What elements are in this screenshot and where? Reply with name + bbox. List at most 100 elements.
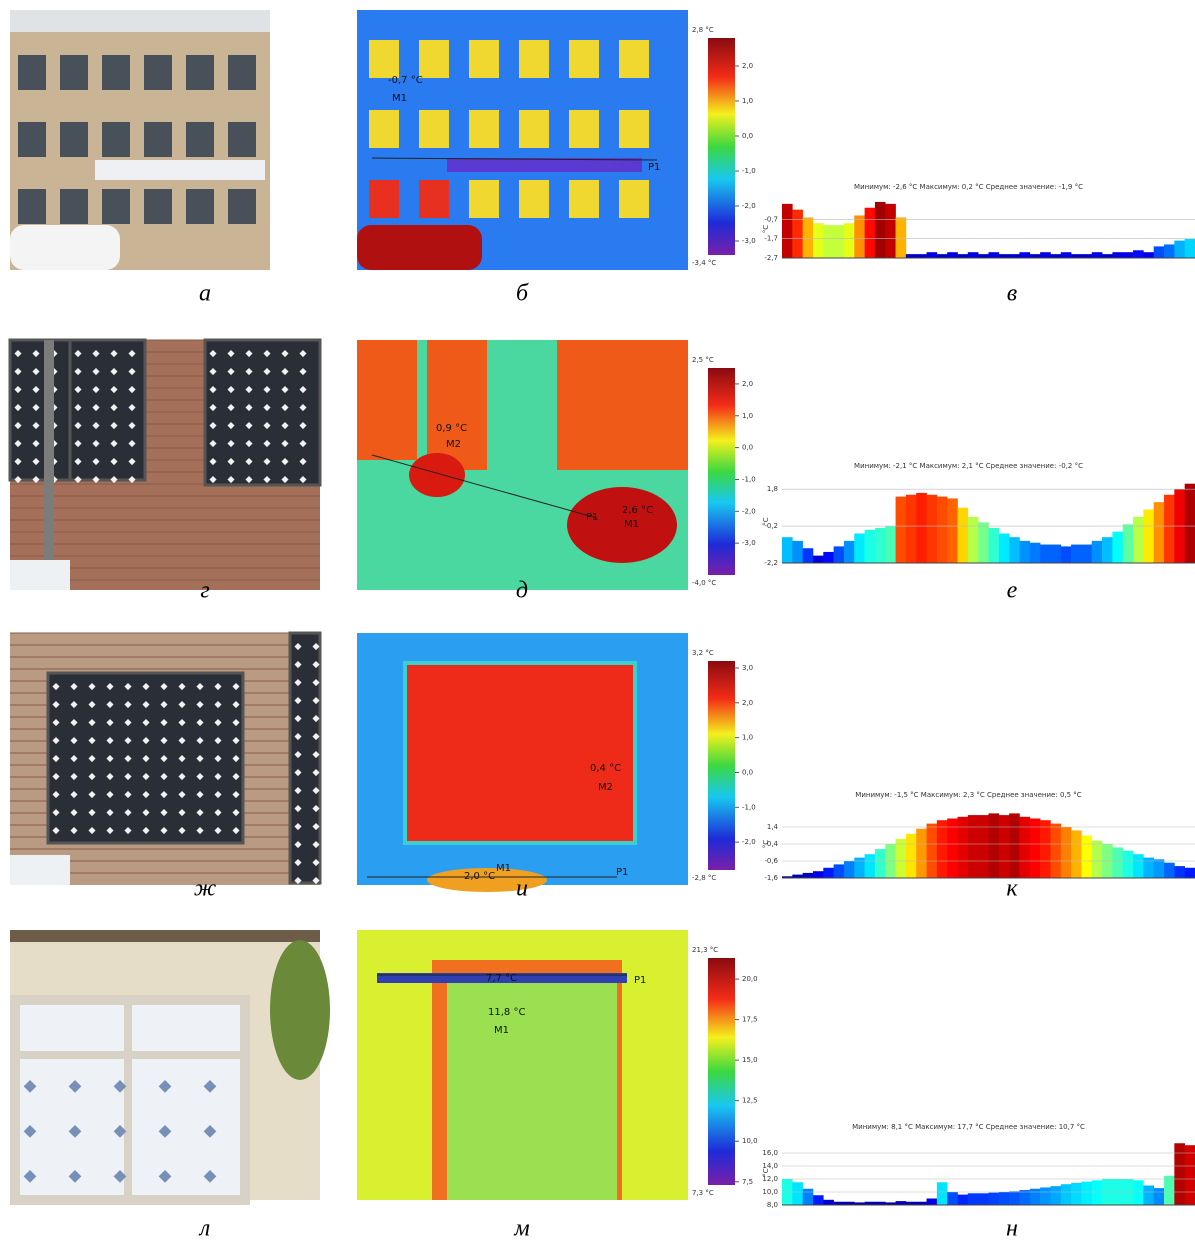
window xyxy=(18,189,46,224)
profile-bar xyxy=(854,857,865,878)
caption: д xyxy=(516,578,528,604)
annotation: M2 xyxy=(598,782,613,793)
window xyxy=(18,55,46,90)
grille-dot xyxy=(232,683,240,691)
grille-dot xyxy=(128,386,136,394)
colorbar xyxy=(708,38,735,255)
profile-bar xyxy=(957,507,969,563)
profile-bar xyxy=(916,254,927,258)
grille-dot xyxy=(160,772,168,781)
profile-bar xyxy=(833,864,845,878)
profile-bar xyxy=(864,207,876,258)
annotation: 2,0 °C xyxy=(464,871,495,882)
profile-bar xyxy=(1143,509,1154,563)
colorbar-label: 2,0 xyxy=(742,380,753,388)
profile-bar xyxy=(947,498,958,563)
annotation: P1 xyxy=(616,867,628,878)
grille-dot xyxy=(214,772,222,781)
profile-bar xyxy=(782,876,793,878)
plant xyxy=(270,940,330,1080)
colorbar-label: 0,0 xyxy=(742,444,753,452)
warm-window xyxy=(427,340,487,470)
grille-dot xyxy=(245,440,253,448)
caption: г xyxy=(200,578,209,604)
window xyxy=(228,122,256,157)
profile-bar xyxy=(1060,827,1072,878)
grille-dot xyxy=(299,368,307,376)
profile-bar xyxy=(957,816,969,878)
grille-dot xyxy=(263,422,271,430)
grille-dot xyxy=(178,719,186,727)
grille-dot xyxy=(312,823,320,831)
grille-dot xyxy=(263,368,271,376)
grille-dot xyxy=(209,386,217,394)
grille-dot xyxy=(178,701,186,709)
grille-dot xyxy=(294,787,302,795)
grille-dot xyxy=(294,859,302,867)
profile-bar xyxy=(1122,850,1134,878)
profile-bar xyxy=(916,1201,927,1205)
window xyxy=(68,338,147,482)
annotation: -0,7 °C xyxy=(388,75,423,86)
annotation: M1 xyxy=(494,1025,509,1036)
window xyxy=(228,55,256,90)
grille-dot xyxy=(196,719,204,727)
profile-bar xyxy=(1019,816,1031,878)
profile-bar xyxy=(802,872,814,878)
profile-bar xyxy=(885,203,896,258)
grille-dot xyxy=(312,715,320,723)
profile-bar xyxy=(874,201,886,258)
warm-window xyxy=(519,40,549,78)
profile-bar xyxy=(926,252,938,258)
grille-dot xyxy=(142,737,150,745)
profile-bar xyxy=(967,252,979,258)
window xyxy=(144,122,172,157)
grille-dot xyxy=(214,755,222,763)
y-axis-label: °C xyxy=(762,225,770,234)
grille-dot xyxy=(160,826,168,835)
grille-dot xyxy=(160,808,168,817)
warm-sill xyxy=(427,868,547,892)
y-tick-label: -1,6 xyxy=(764,874,778,882)
grille-dot xyxy=(227,458,235,466)
grille-dot xyxy=(178,826,186,835)
profile-bar xyxy=(843,861,855,878)
snow xyxy=(10,855,70,885)
profile-bar xyxy=(885,1202,896,1205)
grille-dot xyxy=(178,737,186,745)
profile-bar xyxy=(1060,252,1072,258)
y-tick-label: 1,8 xyxy=(767,485,778,493)
profile-bar xyxy=(833,1201,845,1205)
profile-bar xyxy=(1029,254,1041,258)
grille-dot xyxy=(281,458,289,466)
grille-dot xyxy=(128,458,136,466)
grille-dot xyxy=(232,737,240,745)
profile-bar xyxy=(1050,1186,1062,1205)
profile-line xyxy=(371,454,598,519)
profile-bar xyxy=(1112,847,1124,878)
grille-dot xyxy=(178,808,186,817)
caption: е xyxy=(1007,578,1018,604)
profile-bar xyxy=(1133,1180,1144,1205)
grille-dot xyxy=(245,404,253,412)
window xyxy=(60,189,88,224)
profile-bar xyxy=(792,874,803,878)
grille-dot xyxy=(294,840,302,849)
warm-window xyxy=(419,180,449,218)
colorbar-label: 1,0 xyxy=(742,412,753,420)
profile-summary: Минимум: -1,5 °C Максимум: 2,3 °C Средне… xyxy=(855,791,1082,799)
grille-dot xyxy=(196,737,204,745)
y-tick-label: -2,7 xyxy=(764,254,778,262)
grille-dot xyxy=(203,1125,217,1138)
grille-dot xyxy=(178,755,186,763)
grille-dot xyxy=(312,751,320,759)
colorbar-label: 20,0 xyxy=(742,975,758,983)
y-tick-label: -1,7 xyxy=(764,235,778,243)
colorbar-label: -2,0 xyxy=(742,507,756,515)
grille-dot xyxy=(196,755,204,763)
profile-bar xyxy=(978,1193,989,1205)
grille-dot xyxy=(128,440,136,448)
grille-dot xyxy=(312,841,320,849)
caption: в xyxy=(1007,281,1017,307)
profile-summary: Минимум: 8,1 °C Максимум: 17,7 °C Средне… xyxy=(852,1123,1085,1131)
